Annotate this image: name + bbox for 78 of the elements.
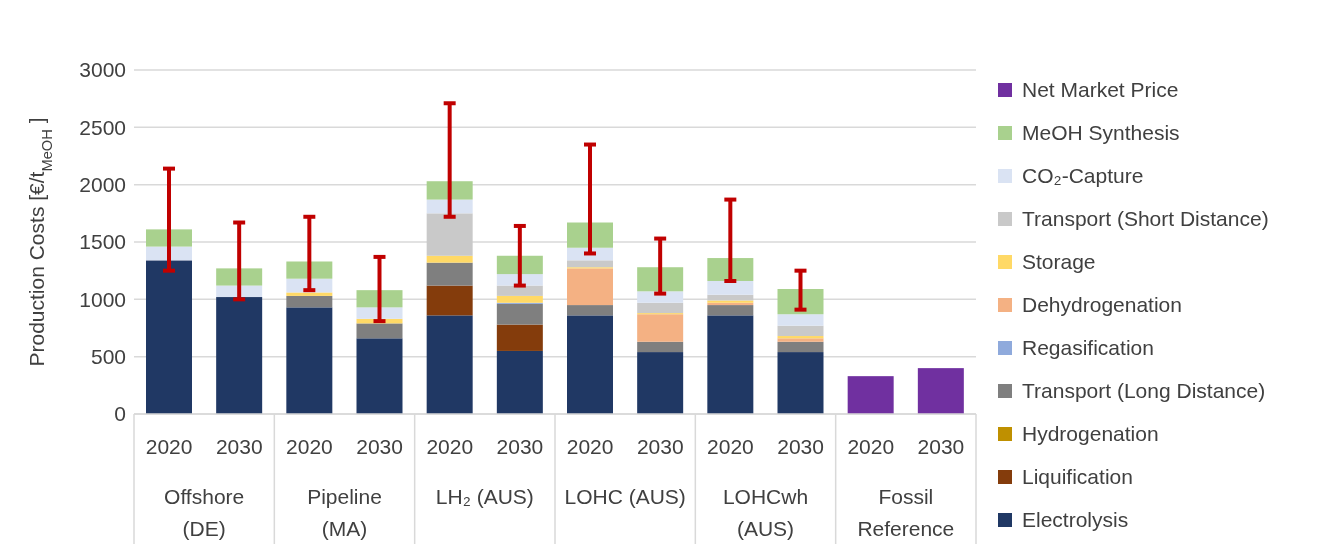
bar [707, 315, 754, 414]
bar [637, 341, 684, 353]
bar [637, 302, 684, 314]
bar [496, 324, 543, 351]
legend-label: MeOH Synthesis [1022, 120, 1180, 145]
y-tick-label: 1000 [79, 287, 126, 311]
legend-label: Regasification [1022, 335, 1154, 360]
y-tick-label: 1500 [79, 230, 126, 254]
bar [637, 291, 684, 303]
x-tick-label: 2030 [917, 435, 965, 458]
legend-label: Net Market Price [1022, 77, 1179, 102]
legend-label: Storage [1022, 249, 1096, 274]
bar [567, 315, 613, 414]
bar [356, 338, 403, 414]
bar [426, 255, 473, 263]
legend-label: Electrolysis [1022, 507, 1129, 532]
bar [777, 314, 824, 326]
bar [286, 261, 333, 279]
bar [496, 295, 543, 303]
legend-label: Dehydrogenation [1022, 292, 1182, 317]
bar [356, 290, 403, 308]
bar [496, 350, 543, 414]
bar [496, 303, 543, 325]
legend-label: Transport (Long Distance) [1022, 378, 1266, 403]
x-tick-label: 2020 [426, 435, 474, 458]
bar [707, 305, 754, 316]
x-tick-label: 2020 [566, 435, 614, 458]
y-tick-label: 3000 [79, 58, 126, 82]
legend-label: Liquification [1022, 464, 1133, 489]
bar [777, 341, 824, 353]
legend-label: CO₂-Capture [1022, 163, 1144, 188]
legend-label: Transport (Short Distance) [1022, 206, 1269, 231]
text: LOHCwh (AUS) [722, 485, 809, 540]
bar [707, 258, 754, 281]
x-tick-label: 2030 [215, 435, 263, 458]
x-tick-label: 2030 [356, 435, 403, 458]
bar [567, 305, 613, 316]
bar [426, 262, 473, 286]
text: Pipeline (MA) [307, 485, 382, 540]
bar [356, 323, 403, 339]
y-tick-label: 2000 [79, 173, 126, 197]
bar [777, 352, 824, 414]
x-tick-label: 2030 [777, 435, 824, 458]
x-tick-label: 2030 [636, 435, 684, 458]
bar [637, 352, 684, 414]
bar [567, 260, 613, 268]
bar [567, 268, 613, 306]
bar [216, 297, 263, 414]
bar [426, 181, 473, 200]
bar [637, 314, 684, 342]
bar [286, 295, 333, 308]
bar [777, 325, 824, 337]
text: Fossil Reference [857, 485, 955, 540]
bar [216, 268, 263, 286]
bar [426, 213, 473, 256]
x-tick-label: 2020 [145, 435, 193, 458]
bar [567, 222, 613, 248]
bar [356, 307, 403, 319]
text: LH₂ (AUS) [435, 485, 534, 508]
text: LOHC (AUS) [564, 485, 686, 508]
bar [426, 285, 473, 316]
y-tick-label: 0 [114, 402, 126, 426]
bar [707, 280, 754, 295]
legend-label: Hydrogenation [1022, 421, 1159, 446]
x-tick-label: 2020 [847, 435, 895, 458]
text: Offshore (DE) [164, 485, 245, 540]
y-tick-label: 500 [90, 345, 126, 369]
bar [286, 292, 333, 296]
bar [847, 376, 894, 414]
y-tick-label: 2500 [79, 115, 126, 139]
bar [286, 307, 333, 414]
bar [426, 315, 473, 414]
bar [496, 285, 543, 296]
x-tick-label: 2020 [707, 435, 754, 458]
bar [917, 368, 964, 414]
x-tick-label: 2030 [496, 435, 544, 458]
x-tick-label: 2020 [286, 435, 333, 458]
bar [146, 260, 192, 414]
